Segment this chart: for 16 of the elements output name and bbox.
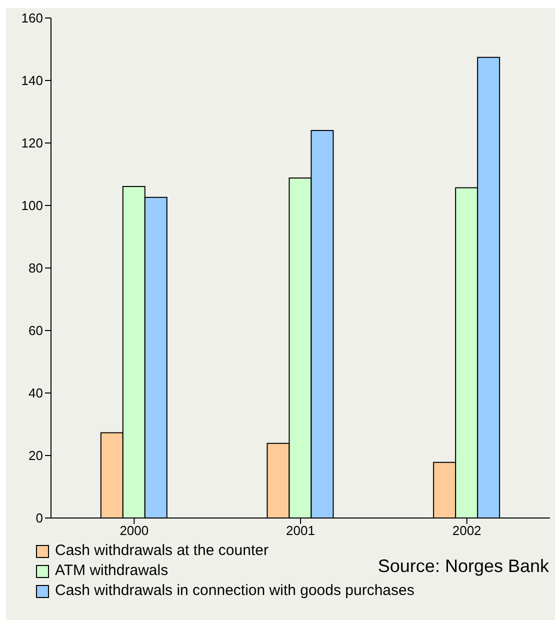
legend-label: Cash withdrawals in connection with goods purchases <box>55 581 414 601</box>
legend-label: ATM withdrawals <box>55 561 168 581</box>
y-tick-label: 140 <box>21 73 43 88</box>
x-tick-label: 2002 <box>452 523 482 538</box>
y-tick-label: 80 <box>28 260 43 276</box>
y-tick-label: 60 <box>28 323 43 338</box>
y-tick-label: 160 <box>21 10 43 26</box>
y-tick-label: 120 <box>21 136 43 151</box>
y-tick-label: 40 <box>28 386 43 401</box>
legend-label: Cash withdrawals at the counter <box>55 541 268 561</box>
x-tick-label: 2000 <box>120 523 149 538</box>
source-note: Source: Norges Bank <box>378 556 549 577</box>
x-tick-label: 2001 <box>286 523 315 538</box>
y-tick-label: 100 <box>21 198 43 214</box>
y-tick-label: 20 <box>28 448 43 464</box>
y-tick-label: 0 <box>36 510 43 526</box>
